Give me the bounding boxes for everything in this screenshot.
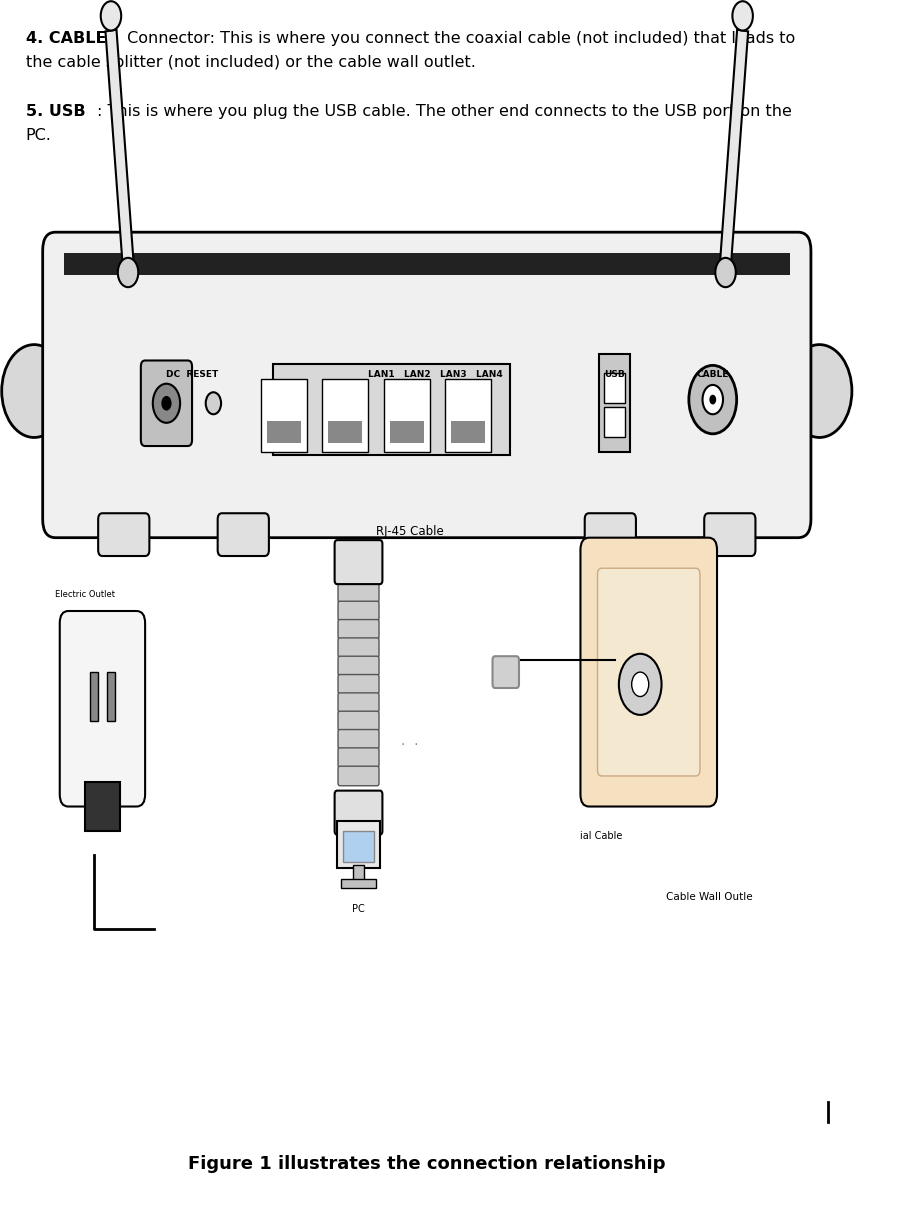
Text: LAN1   LAN2   LAN3   LAN4: LAN1 LAN2 LAN3 LAN4 (368, 370, 503, 379)
FancyBboxPatch shape (338, 730, 379, 749)
FancyBboxPatch shape (598, 568, 700, 776)
Bar (341, 879, 375, 888)
Bar (274, 364, 510, 455)
FancyBboxPatch shape (140, 360, 192, 446)
FancyBboxPatch shape (493, 656, 519, 688)
FancyBboxPatch shape (218, 513, 269, 556)
Text: RJ-45 Cable: RJ-45 Cable (375, 524, 443, 538)
Bar (604, 373, 625, 403)
Bar (604, 407, 625, 437)
FancyBboxPatch shape (338, 656, 379, 676)
Text: ial Cable: ial Cable (580, 831, 622, 841)
Circle shape (632, 672, 649, 697)
Circle shape (715, 258, 736, 287)
FancyBboxPatch shape (338, 693, 379, 712)
Text: Figure 1 illustrates the connection relationship: Figure 1 illustrates the connection rela… (188, 1155, 666, 1173)
Bar (90, 672, 98, 721)
Circle shape (710, 395, 716, 404)
Circle shape (733, 1, 753, 31)
Polygon shape (720, 29, 748, 264)
FancyBboxPatch shape (338, 675, 379, 694)
Circle shape (118, 258, 139, 287)
FancyBboxPatch shape (98, 513, 150, 556)
FancyBboxPatch shape (322, 379, 368, 451)
Text: Connector: This is where you connect the coaxial cable (not included) that leads: Connector: This is where you connect the… (122, 31, 795, 45)
Bar (451, 420, 486, 442)
Polygon shape (106, 29, 133, 264)
FancyBboxPatch shape (335, 540, 383, 584)
FancyBboxPatch shape (585, 513, 636, 556)
FancyBboxPatch shape (261, 379, 307, 451)
FancyBboxPatch shape (335, 791, 383, 835)
Circle shape (688, 365, 736, 434)
FancyBboxPatch shape (338, 766, 379, 786)
Text: : This is where you plug the USB cable. The other end connects to the USB port o: : This is where you plug the USB cable. … (97, 104, 792, 119)
Bar (353, 865, 364, 880)
Circle shape (702, 385, 723, 414)
FancyBboxPatch shape (60, 611, 145, 807)
FancyBboxPatch shape (580, 538, 717, 807)
Text: DC  RESET: DC RESET (166, 370, 218, 379)
Bar (64, 253, 789, 275)
FancyBboxPatch shape (338, 748, 379, 767)
Text: CABLE: CABLE (697, 370, 729, 379)
Circle shape (787, 345, 852, 437)
FancyBboxPatch shape (338, 583, 379, 602)
Text: PC: PC (353, 904, 364, 914)
Text: ·  ·: · · (401, 738, 419, 753)
FancyBboxPatch shape (338, 601, 379, 621)
Text: 5. USB: 5. USB (26, 104, 85, 119)
Bar (599, 354, 630, 452)
Text: Electric Outlet: Electric Outlet (55, 590, 116, 599)
Circle shape (152, 384, 180, 423)
FancyBboxPatch shape (338, 565, 379, 584)
Bar (389, 420, 424, 442)
Bar (85, 782, 119, 831)
Text: PC.: PC. (26, 128, 51, 143)
Text: USB: USB (604, 370, 625, 379)
Circle shape (101, 1, 121, 31)
FancyBboxPatch shape (338, 711, 379, 731)
Circle shape (2, 345, 67, 437)
Bar (106, 672, 116, 721)
FancyBboxPatch shape (384, 379, 430, 451)
FancyBboxPatch shape (338, 638, 379, 657)
Text: the cable splitter (not included) or the cable wall outlet.: the cable splitter (not included) or the… (26, 55, 476, 70)
Circle shape (206, 392, 221, 414)
Text: Cable Wall Outle: Cable Wall Outle (666, 892, 753, 902)
Text: 4. CABLE: 4. CABLE (26, 31, 106, 45)
Bar (337, 821, 380, 868)
Bar (329, 420, 363, 442)
Circle shape (619, 654, 662, 715)
Bar (267, 420, 301, 442)
Circle shape (162, 396, 172, 411)
FancyBboxPatch shape (42, 232, 811, 538)
Bar (343, 831, 374, 862)
FancyBboxPatch shape (338, 620, 379, 639)
FancyBboxPatch shape (445, 379, 491, 451)
FancyBboxPatch shape (704, 513, 756, 556)
